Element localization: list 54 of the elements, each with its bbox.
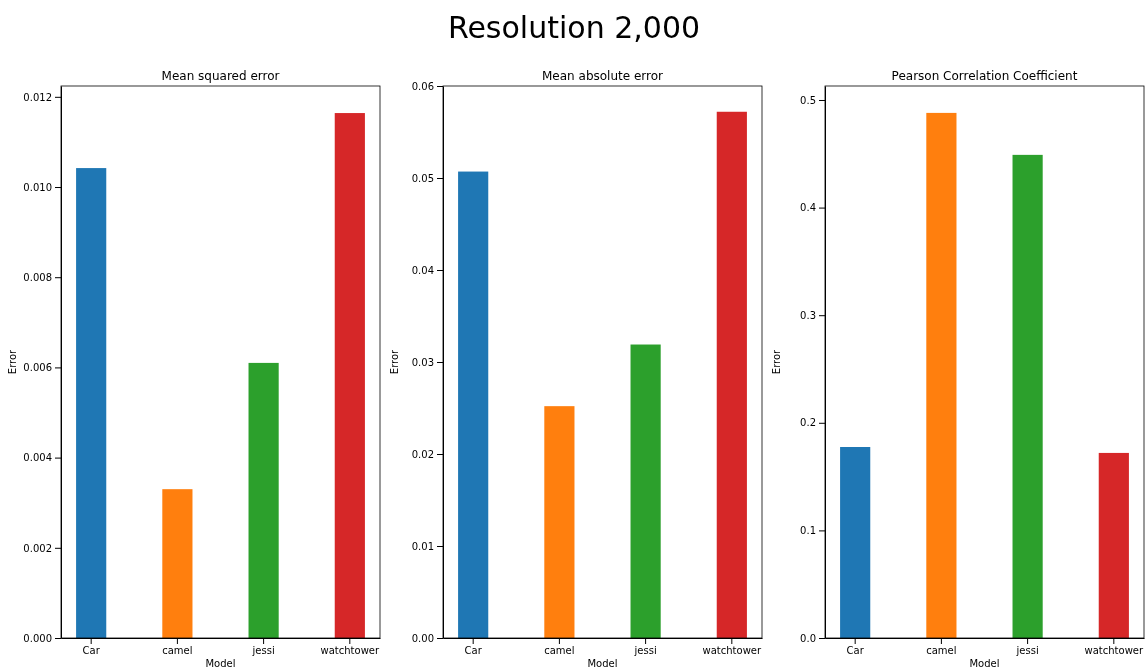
x-tick-label: Car [82, 645, 101, 657]
y-tick-label: 0.002 [23, 542, 52, 554]
y-tick-label: 0.04 [411, 264, 434, 276]
y-tick-label: 0.0 [800, 632, 816, 644]
x-tick-label: watchtower [1084, 645, 1144, 657]
y-axis-title: Error [771, 348, 782, 375]
chart-title: Pearson Correlation Coefficient [891, 69, 1078, 83]
x-tick-label: watchtower [320, 645, 380, 657]
x-tick-label: jessi [1015, 645, 1039, 657]
y-tick-label: 0.5 [800, 94, 816, 106]
x-axis-title: Model [205, 658, 236, 669]
y-tick-label: 0.1 [800, 525, 816, 537]
bar [248, 362, 279, 638]
x-tick-label: jessi [633, 645, 657, 657]
bar [162, 489, 193, 638]
y-tick-label: 0.03 [411, 356, 434, 368]
y-tick-label: 0.008 [23, 271, 52, 283]
bar [1012, 154, 1043, 638]
y-tick-label: 0.4 [800, 202, 816, 214]
text: Resolution 2,000 [447, 10, 701, 45]
x-axis-title: Model [587, 658, 618, 669]
x-axis-title: Model [969, 658, 1000, 669]
chart-title: Mean squared error [161, 69, 280, 83]
y-tick-label: 0.2 [800, 417, 816, 429]
y-tick-label: 0.02 [411, 448, 434, 460]
y-axis-title: Error [389, 348, 400, 375]
y-tick-label: 0.00 [411, 632, 434, 644]
x-tick-label: watchtower [702, 645, 762, 657]
bar [716, 111, 747, 638]
x-tick-label: camel [162, 645, 193, 657]
bar [544, 406, 575, 638]
bar [334, 113, 365, 638]
bar [1098, 452, 1129, 638]
y-tick-label: 0.3 [800, 309, 816, 321]
bar [840, 447, 871, 638]
chart-title: Mean absolute error [542, 69, 664, 83]
x-tick-label: Car [846, 645, 865, 657]
x-tick-label: camel [544, 645, 575, 657]
y-tick-label: 0.004 [23, 452, 52, 464]
y-tick-label: 0.010 [23, 181, 52, 193]
y-tick-label: 0.05 [411, 172, 434, 184]
bar [76, 168, 107, 638]
y-tick-label: 0.06 [411, 80, 434, 92]
y-tick-label: 0.01 [411, 540, 434, 552]
bar [630, 344, 661, 638]
x-tick-label: camel [926, 645, 957, 657]
bar [458, 171, 489, 638]
x-tick-label: jessi [251, 645, 275, 657]
y-tick-label: 0.006 [23, 362, 52, 374]
x-tick-label: Car [464, 645, 483, 657]
y-tick-label: 0.000 [23, 632, 52, 644]
y-axis-title: Error [7, 348, 18, 375]
y-tick-label: 0.012 [23, 91, 52, 103]
bar [926, 112, 957, 638]
